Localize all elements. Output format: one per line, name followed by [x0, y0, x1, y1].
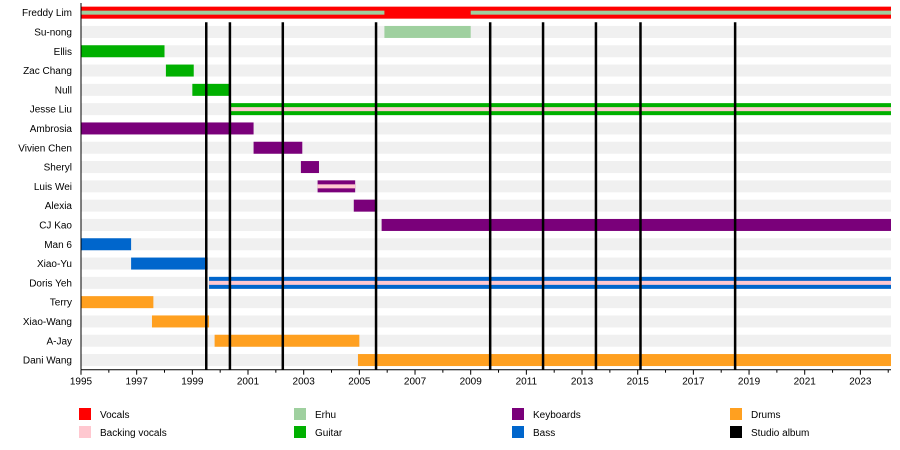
- legend-label: Drums: [751, 410, 780, 421]
- member-label: Su-nong: [34, 27, 72, 38]
- legend-swatch: [730, 408, 742, 420]
- member-span: [381, 218, 891, 231]
- x-tick-label: 2017: [682, 377, 705, 388]
- member-span: [81, 122, 254, 135]
- legend-swatch: [730, 426, 742, 438]
- member-label: Doris Yeh: [29, 278, 72, 289]
- member-label: Freddy Lim: [22, 8, 72, 19]
- member-span: [384, 25, 471, 38]
- row-band: [81, 25, 891, 38]
- row-band: [81, 64, 891, 77]
- x-tick-label: 2013: [571, 377, 594, 388]
- album-lines: [205, 22, 737, 370]
- row-bands: [81, 6, 891, 367]
- member-label: Ellis: [54, 47, 72, 58]
- x-tick-label: 1997: [126, 377, 149, 388]
- legend-label: Bass: [533, 428, 555, 439]
- member-label: Zac Chang: [23, 66, 72, 77]
- member-label: Jesse Liu: [30, 105, 72, 116]
- member-span: [357, 354, 892, 367]
- x-axis: 1995 1997 1999 2001 2003 2005 2007 2009 2011 2013…: [70, 3, 891, 388]
- legend-label: Keyboards: [533, 410, 581, 421]
- x-tick-label: 2005: [348, 377, 371, 388]
- x-tick-label: 1999: [181, 377, 204, 388]
- row-band: [81, 199, 891, 212]
- legend-label: Backing vocals: [100, 428, 167, 439]
- member-label: Alexia: [45, 201, 73, 212]
- legend: Vocals Backing vocals Erhu Guitar Keyboards B…: [79, 408, 809, 439]
- legend-label: Guitar: [315, 428, 343, 439]
- member-span: [151, 315, 210, 328]
- x-tick-label: 2019: [738, 377, 761, 388]
- member-span-secondary: [317, 184, 356, 189]
- row-band: [81, 45, 891, 58]
- member-span: [131, 257, 208, 270]
- row-band: [81, 180, 891, 193]
- member-label: Xiao-Wang: [23, 317, 72, 328]
- legend-swatch: [294, 426, 306, 438]
- member-span: [81, 296, 154, 309]
- member-label: CJ Kao: [39, 220, 72, 231]
- x-tick-label: 2023: [849, 377, 872, 388]
- member-labels: Freddy Lim Su-nong Ellis Zac Chang Null Jesse…: [18, 8, 72, 366]
- legend-label: Studio album: [751, 428, 809, 439]
- legend-label: Vocals: [100, 410, 129, 421]
- x-tick-label: 2011: [516, 377, 538, 388]
- row-band: [81, 141, 891, 154]
- x-tick-label: 2007: [404, 377, 427, 388]
- member-span: [81, 238, 132, 251]
- legend-swatch: [512, 408, 524, 420]
- x-tick-label: 2009: [460, 377, 483, 388]
- member-span-secondary: [229, 107, 891, 112]
- member-span: [214, 334, 360, 347]
- member-label: Terry: [50, 298, 72, 309]
- x-tick-label: 1995: [70, 377, 93, 388]
- member-span-secondary: [209, 280, 891, 285]
- x-tick-label: 2015: [627, 377, 650, 388]
- member-spans: [81, 6, 892, 367]
- member-label: Luis Wei: [34, 182, 72, 193]
- legend-swatch: [79, 426, 91, 438]
- x-tick-label: 2001: [237, 377, 260, 388]
- x-tick-label: 2021: [794, 377, 817, 388]
- row-band: [81, 296, 891, 309]
- row-band: [81, 161, 891, 174]
- member-span-secondary: [81, 10, 385, 15]
- member-span: [353, 199, 377, 212]
- member-span: [300, 161, 319, 174]
- legend-label: Erhu: [315, 410, 336, 421]
- row-band: [81, 238, 891, 251]
- member-span: [165, 64, 194, 77]
- member-label: A-Jay: [46, 336, 72, 347]
- legend-swatch: [294, 408, 306, 420]
- member-label: Ambrosia: [30, 124, 73, 135]
- member-span: [253, 141, 303, 154]
- member-label: Sheryl: [44, 163, 72, 174]
- member-label: Xiao-Yu: [37, 259, 72, 270]
- member-label: Man 6: [44, 240, 72, 251]
- member-span-secondary: [470, 10, 891, 15]
- legend-swatch: [512, 426, 524, 438]
- member-label: Vivien Chen: [18, 143, 72, 154]
- x-tick-label: 2003: [293, 377, 316, 388]
- row-band: [81, 334, 891, 347]
- member-span: [81, 45, 165, 58]
- member-span: [192, 83, 230, 96]
- legend-swatch: [79, 408, 91, 420]
- member-label: Dani Wang: [23, 356, 72, 367]
- member-label: Null: [55, 85, 72, 96]
